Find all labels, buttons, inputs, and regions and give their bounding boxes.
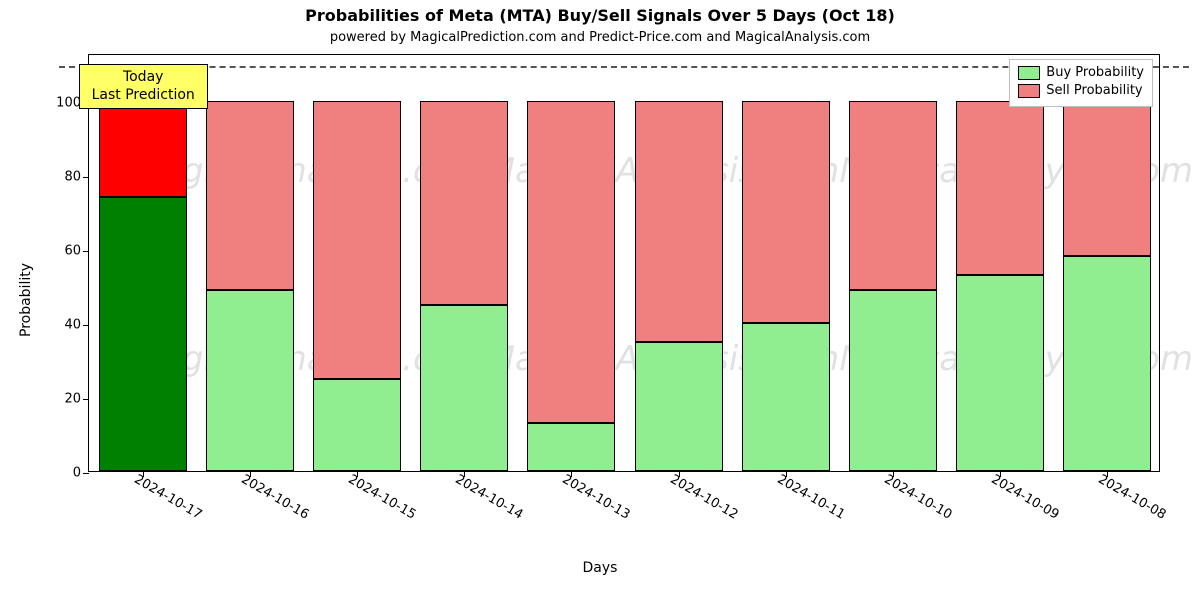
bar-segment-sell bbox=[1063, 101, 1151, 256]
y-tick bbox=[83, 177, 89, 178]
bar-slot bbox=[1063, 53, 1151, 471]
x-axis-label: Days bbox=[0, 560, 1200, 576]
chart-subtitle: powered by MagicalPrediction.com and Pre… bbox=[0, 30, 1200, 45]
bar-segment-buy bbox=[742, 323, 830, 471]
bar-segment-buy bbox=[635, 342, 723, 471]
x-tick-label: 2024-10-14 bbox=[453, 472, 526, 523]
y-tick-label: 60 bbox=[64, 244, 81, 259]
bar-slot bbox=[849, 53, 937, 471]
annot-line: Last Prediction bbox=[92, 87, 195, 105]
x-tick-label: 2024-10-08 bbox=[1096, 472, 1169, 523]
x-tick-label: 2024-10-13 bbox=[560, 472, 633, 523]
bar-segment-buy bbox=[420, 305, 508, 471]
y-tick-label: 100 bbox=[56, 96, 81, 111]
y-tick-label: 20 bbox=[64, 392, 81, 407]
bar-slot bbox=[313, 53, 401, 471]
bar-segment-buy bbox=[313, 379, 401, 471]
legend-swatch bbox=[1018, 84, 1040, 98]
bar-segment-sell bbox=[99, 101, 187, 197]
legend-label: Buy Probability bbox=[1046, 64, 1144, 82]
bar-segment-buy bbox=[527, 423, 615, 471]
bar-slot bbox=[956, 53, 1044, 471]
bar-segment-sell bbox=[313, 101, 401, 378]
y-tick bbox=[83, 325, 89, 326]
x-tick-label: 2024-10-16 bbox=[238, 472, 311, 523]
bar-segment-buy bbox=[1063, 256, 1151, 471]
y-tick bbox=[83, 399, 89, 400]
x-tick-label: 2024-10-15 bbox=[346, 472, 419, 523]
plot-area: 020406080100MagicalAnalysis.comMagicalAn… bbox=[88, 54, 1160, 472]
chart-container: Probabilities of Meta (MTA) Buy/Sell Sig… bbox=[0, 0, 1200, 600]
bar-segment-buy bbox=[99, 197, 187, 471]
y-axis-label: Probability bbox=[18, 263, 34, 337]
legend-swatch bbox=[1018, 66, 1040, 80]
chart-title: Probabilities of Meta (MTA) Buy/Sell Sig… bbox=[0, 6, 1200, 25]
y-tick bbox=[83, 473, 89, 474]
bar-slot bbox=[527, 53, 615, 471]
x-tick-label: 2024-10-11 bbox=[774, 472, 847, 523]
today-annotation: TodayLast Prediction bbox=[79, 64, 208, 109]
y-tick-label: 0 bbox=[73, 466, 81, 481]
y-tick bbox=[83, 251, 89, 252]
bar-slot bbox=[206, 53, 294, 471]
legend-item: Buy Probability bbox=[1018, 64, 1144, 82]
bar-segment-sell bbox=[527, 101, 615, 423]
y-tick-label: 40 bbox=[64, 318, 81, 333]
x-tick-label: 2024-10-09 bbox=[989, 472, 1062, 523]
bar-slot bbox=[742, 53, 830, 471]
bar-segment-sell bbox=[742, 101, 830, 323]
bar-segment-sell bbox=[635, 101, 723, 341]
x-tick-label: 2024-10-17 bbox=[131, 472, 204, 523]
bar-segment-buy bbox=[849, 290, 937, 471]
x-tick-label: 2024-10-10 bbox=[882, 472, 955, 523]
legend-label: Sell Probability bbox=[1046, 82, 1142, 100]
legend-item: Sell Probability bbox=[1018, 82, 1144, 100]
bar-segment-sell bbox=[420, 101, 508, 304]
bar-segment-sell bbox=[956, 101, 1044, 275]
bar-segment-buy bbox=[206, 290, 294, 471]
legend: Buy ProbabilitySell Probability bbox=[1009, 59, 1153, 107]
bar-segment-sell bbox=[206, 101, 294, 290]
bar-slot bbox=[635, 53, 723, 471]
x-tick-label: 2024-10-12 bbox=[667, 472, 740, 523]
bar-slot bbox=[420, 53, 508, 471]
bar-segment-sell bbox=[849, 101, 937, 290]
bar-slot bbox=[99, 53, 187, 471]
annot-line: Today bbox=[92, 69, 195, 87]
y-tick-label: 80 bbox=[64, 170, 81, 185]
bar-segment-buy bbox=[956, 275, 1044, 471]
